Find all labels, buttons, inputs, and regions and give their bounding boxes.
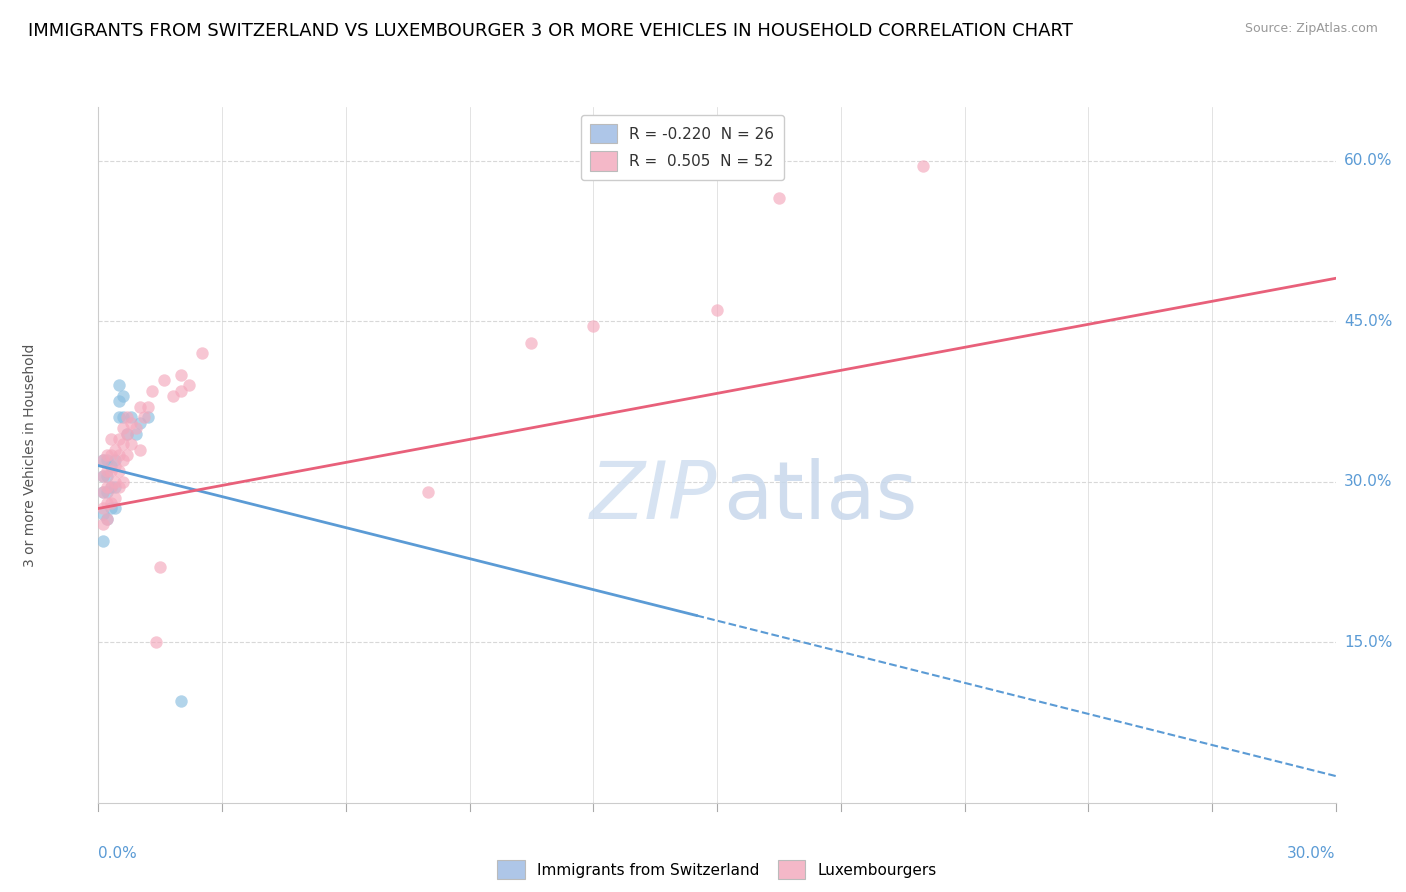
Point: [96, 464, 118, 478]
Point: [128, 416, 150, 430]
Point: [153, 373, 176, 387]
Point: [108, 480, 131, 494]
Point: [117, 426, 139, 441]
Text: 45.0%: 45.0%: [1344, 314, 1392, 328]
Point: [132, 410, 155, 425]
Point: [104, 442, 127, 457]
Point: [706, 303, 728, 318]
Point: [170, 694, 193, 708]
Point: [104, 475, 127, 489]
Point: [96, 453, 118, 467]
Text: 0.0%: 0.0%: [98, 846, 138, 861]
Point: [418, 485, 440, 500]
Point: [520, 335, 543, 350]
Point: [128, 400, 150, 414]
Text: 60.0%: 60.0%: [1344, 153, 1392, 168]
Point: [120, 416, 142, 430]
Point: [117, 426, 139, 441]
Point: [91, 501, 114, 516]
Point: [104, 501, 127, 516]
Point: [100, 448, 122, 462]
Point: [108, 448, 131, 462]
Point: [104, 491, 127, 505]
Point: [96, 512, 118, 526]
Point: [179, 378, 201, 392]
Point: [96, 480, 118, 494]
Point: [128, 442, 150, 457]
Point: [112, 475, 135, 489]
Point: [190, 346, 212, 360]
Point: [112, 389, 135, 403]
Text: ZIP: ZIP: [589, 458, 717, 536]
Point: [91, 507, 114, 521]
Point: [100, 480, 122, 494]
Point: [108, 394, 131, 409]
Point: [768, 191, 790, 205]
Point: [112, 437, 135, 451]
Text: 30.0%: 30.0%: [1344, 475, 1392, 489]
Point: [104, 453, 127, 467]
Point: [108, 410, 131, 425]
Point: [108, 464, 131, 478]
Point: [145, 635, 167, 649]
Legend: Immigrants from Switzerland, Luxembourgers: Immigrants from Switzerland, Luxembourge…: [491, 854, 943, 886]
Point: [100, 464, 122, 478]
Point: [91, 469, 114, 483]
Text: Source: ZipAtlas.com: Source: ZipAtlas.com: [1244, 22, 1378, 36]
Point: [91, 469, 114, 483]
Point: [120, 410, 142, 425]
Point: [162, 389, 184, 403]
Point: [91, 533, 114, 548]
Point: [108, 378, 131, 392]
Point: [170, 368, 193, 382]
Point: [124, 421, 146, 435]
Text: 30.0%: 30.0%: [1288, 846, 1336, 861]
Point: [100, 501, 122, 516]
Text: 15.0%: 15.0%: [1344, 635, 1392, 649]
Point: [96, 469, 118, 483]
Point: [112, 453, 135, 467]
Point: [104, 458, 127, 473]
Point: [91, 485, 114, 500]
Point: [136, 410, 159, 425]
Point: [96, 496, 118, 510]
Point: [91, 517, 114, 532]
Point: [100, 458, 122, 473]
Point: [96, 512, 118, 526]
Point: [112, 410, 135, 425]
Text: atlas: atlas: [723, 458, 918, 536]
Text: 3 or more Vehicles in Household: 3 or more Vehicles in Household: [24, 343, 38, 566]
Point: [100, 496, 122, 510]
Point: [124, 426, 146, 441]
Point: [912, 159, 935, 173]
Point: [96, 448, 118, 462]
Point: [117, 448, 139, 462]
Point: [170, 384, 193, 398]
Point: [117, 410, 139, 425]
Point: [120, 437, 142, 451]
Point: [91, 453, 114, 467]
Point: [141, 384, 163, 398]
Point: [136, 400, 159, 414]
Point: [100, 432, 122, 446]
Point: [96, 485, 118, 500]
Point: [91, 453, 114, 467]
Text: IMMIGRANTS FROM SWITZERLAND VS LUXEMBOURGER 3 OR MORE VEHICLES IN HOUSEHOLD CORR: IMMIGRANTS FROM SWITZERLAND VS LUXEMBOUR…: [28, 22, 1073, 40]
Point: [100, 480, 122, 494]
Point: [112, 421, 135, 435]
Point: [108, 432, 131, 446]
Point: [582, 319, 605, 334]
Point: [104, 480, 127, 494]
Point: [149, 560, 172, 574]
Point: [91, 485, 114, 500]
